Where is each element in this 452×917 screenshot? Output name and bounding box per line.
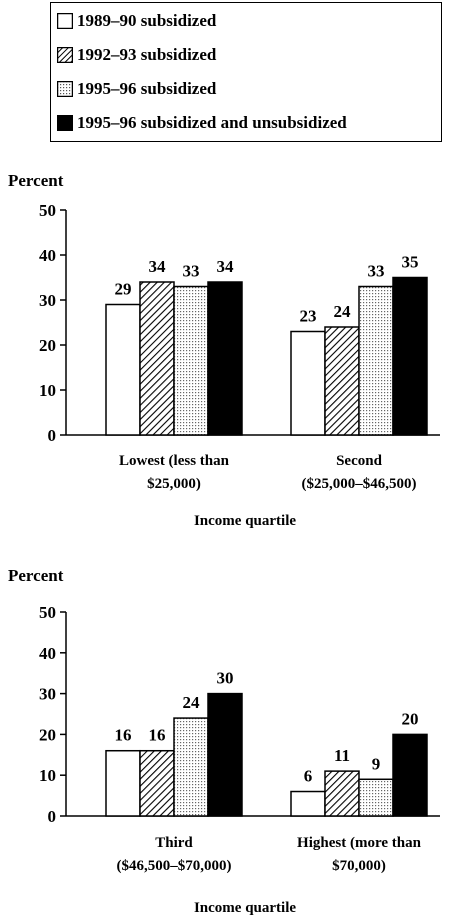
bar-chart-bottom: Percent 0 10 20 30 40 50 16 16 24 30 Third ($46,500–… [8,566,440,915]
bar-value-label: 16 [149,726,166,745]
bar-series-1992-93-subsidized [139,749,175,817]
bar-series-1995-96-subsidized [173,717,209,817]
bar-value-label: 34 [217,257,235,276]
category-label-line1: Third [155,835,193,851]
y-tick-label: 30 [39,291,56,310]
category-label-line1: Lowest (less than [119,453,230,469]
y-axis-label: Percent [8,171,64,190]
bar-value-label: 34 [149,257,167,276]
bar-value-label: 29 [115,280,132,299]
bar-series-1992-93-subsidized [324,326,360,436]
y-tick-label: 10 [39,766,56,785]
bar-value-label: 30 [217,669,234,688]
y-tick-label: 40 [39,644,56,663]
y-tick-label: 20 [39,725,56,744]
bar-value-label: 20 [402,709,419,728]
y-axis-label: Percent [8,566,64,585]
legend-swatch-black [57,115,73,131]
y-tick-label: 40 [39,246,56,265]
bar-series-1992-93-subsidized [324,770,360,817]
bar-series-1989-90-subsidized [105,303,141,436]
bar-value-label: 6 [304,767,313,786]
y-tick-label: 20 [39,336,56,355]
category-label-line2: $25,000) [147,476,201,492]
bar-series-1989-90-subsidized [105,749,141,817]
y-tick-label: 50 [39,201,56,220]
bar-value-label: 24 [334,302,352,321]
bar-value-label: 33 [183,262,200,281]
bar-value-label: 16 [115,726,132,745]
category-label-line1: Highest (more than [297,835,422,851]
bar-series-1995-96-subsidized-unsubsidized [207,281,243,436]
bar-value-label: 11 [334,746,350,765]
legend-swatch-white [57,13,73,29]
legend-label: 1992–93 subsidized [77,45,217,64]
legend-swatch-hatch [57,47,73,63]
y-tick-label: 10 [39,381,56,400]
legend-label: 1989–90 subsidized [77,11,217,30]
bar-value-label: 35 [402,253,419,272]
bar-series-1995-96-subsidized-unsubsidized [207,692,243,817]
legend-swatch-dots [57,81,73,97]
category-label-line2: ($46,500–$70,000) [117,858,232,874]
bar-series-1995-96-subsidized-unsubsidized [392,733,428,817]
chart-legend: 1989–90 subsidized 1992–93 subsidized [50,2,442,142]
chart-panel-bottom: Percent 0 10 20 30 40 50 16 16 24 30 Third ($46,500–… [0,565,452,915]
bar-series-1989-90-subsidized [290,790,326,817]
bar-series-1992-93-subsidized [139,281,175,436]
bar-series-1989-90-subsidized [290,330,326,436]
legend-label: 1995–96 subsidized and unsubsidized [77,113,347,132]
category-label-line2: $70,000) [332,858,386,874]
legend-item-1992-93-subsidized: 1992–93 subsidized [57,43,216,67]
category-label-line2: ($25,000–$46,500) [302,476,417,492]
x-axis-label: Income quartile [194,900,296,915]
legend-item-1995-96-subsidized-and-unsubsidized: 1995–96 subsidized and unsubsidized [57,111,347,135]
bar-series-1995-96-subsidized [358,778,394,817]
bar-chart-top: Percent 0 10 20 30 40 50 29 34 33 34 Lowest (less t… [8,171,440,529]
legend-item-1989-90-subsidized: 1989–90 subsidized [57,9,216,33]
category-label-line1: Second [336,453,383,469]
bar-value-label: 9 [372,754,381,773]
bar-series-1995-96-subsidized [173,285,209,436]
y-tick-label: 50 [39,603,56,622]
legend-label: 1995–96 subsidized [77,79,217,98]
x-axis-label: Income quartile [194,513,296,529]
legend-item-1995-96-subsidized: 1995–96 subsidized [57,77,216,101]
chart-panel-top: Percent 0 10 20 30 40 50 29 34 33 34 Lowest (less t… [0,170,452,550]
bar-value-label: 33 [368,262,385,281]
y-tick-label: 30 [39,685,56,704]
y-tick-label: 0 [48,426,57,445]
bar-series-1995-96-subsidized [358,285,394,436]
bar-value-label: 24 [183,693,201,712]
bar-series-1995-96-subsidized-unsubsidized [392,276,428,436]
y-tick-label: 0 [48,807,57,826]
bar-value-label: 23 [300,307,317,326]
